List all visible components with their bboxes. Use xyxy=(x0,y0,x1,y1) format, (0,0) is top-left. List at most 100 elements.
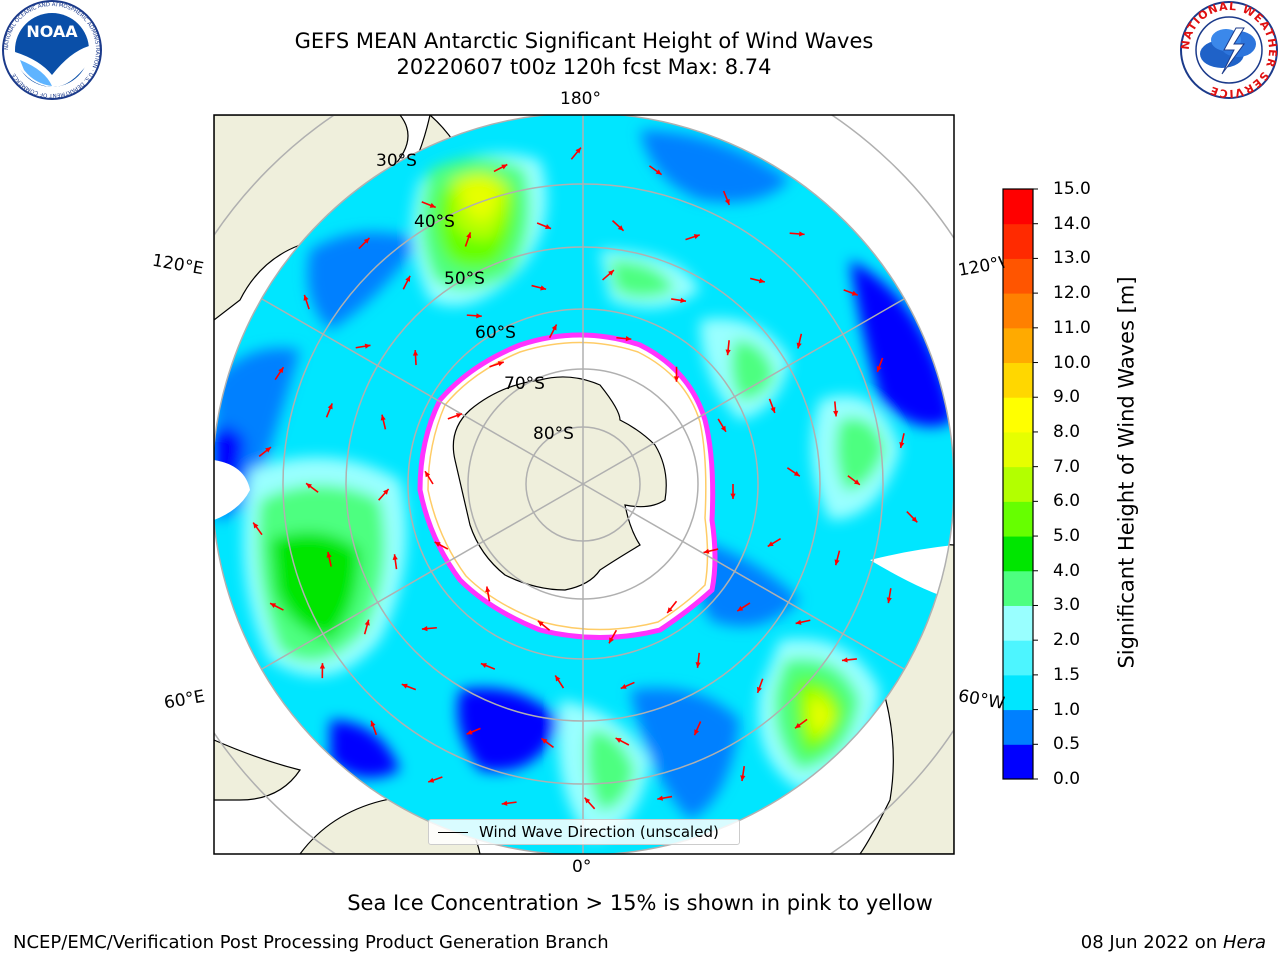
wave-arrow-head xyxy=(501,800,508,806)
wave-arrow-head xyxy=(392,554,398,560)
wave-arrow-head xyxy=(405,275,411,282)
lon-label-180: 180° xyxy=(560,89,601,109)
wave-arrow-head xyxy=(680,297,686,303)
wave-arrow-head xyxy=(497,361,504,367)
wave-arrow-head xyxy=(758,278,765,284)
colorbar-tick-label: 0.5 xyxy=(1053,734,1081,755)
wave-arrow-head xyxy=(756,686,762,693)
wave-arrow-head xyxy=(667,607,673,614)
colorbar-segment xyxy=(1003,431,1033,468)
colorbar xyxy=(1002,188,1038,780)
wave-arrow-head xyxy=(694,729,700,736)
colorbar-segment xyxy=(1003,501,1033,537)
legend-line-sample xyxy=(438,832,468,833)
colorbar-tick-label: 9.0 xyxy=(1053,387,1081,408)
wave-arrow-head xyxy=(795,722,801,729)
colorbar-segment xyxy=(1003,674,1033,711)
colorbar-segment xyxy=(1003,536,1033,572)
noaa-logo-icon: NOAA NATIONAL OCEANIC AND ATMOSPHERIC AD… xyxy=(2,0,102,100)
wave-arrow-head xyxy=(724,198,730,205)
colorbar-tick-label: 8.0 xyxy=(1053,421,1081,442)
wave-arrow-head xyxy=(795,619,802,625)
wave-arrow-head xyxy=(693,234,700,240)
colorbar-tick-label: 14.0 xyxy=(1053,213,1091,234)
run-date: 08 Jun 2022 on Hera xyxy=(1081,932,1266,953)
wave-arrow-head xyxy=(253,522,259,529)
wave-arrow-head xyxy=(306,483,312,489)
wind-wave-arrows xyxy=(252,147,918,810)
credit-text: NCEP/EMC/Verification Post Processing Pr… xyxy=(13,932,609,953)
wave-arrow-head xyxy=(363,237,370,244)
colorbar-tick-label: 10.0 xyxy=(1053,352,1091,373)
colorbar-label: Significant Height of Wind Waves [m] xyxy=(1114,276,1139,669)
colorbar-segment xyxy=(1003,709,1033,745)
wave-arrow-head xyxy=(609,637,614,644)
wave-arrow-head xyxy=(617,225,624,231)
wave-arrow-head xyxy=(657,795,664,801)
wave-arrow-head xyxy=(799,231,805,237)
wave-arrow-head xyxy=(383,488,389,495)
wave-arrow-head xyxy=(326,551,332,558)
colorbar-tick-label: 2.0 xyxy=(1053,630,1081,651)
wave-arrow-head xyxy=(480,663,487,668)
wave-arrow-head xyxy=(401,683,408,689)
colorbar-segment xyxy=(1003,189,1033,225)
colorbar-frame xyxy=(1002,188,1034,780)
wave-arrow-head xyxy=(303,294,309,301)
wave-arrow-head xyxy=(434,541,441,547)
legend-label: Wind Wave Direction (unscaled) xyxy=(479,823,719,841)
colorbar-tick-label: 12.0 xyxy=(1053,283,1091,304)
wave-arrow-head xyxy=(364,619,370,626)
wave-arrow-head xyxy=(584,797,591,804)
colorbar-segment xyxy=(1003,466,1033,502)
colorbar-tick-label: 4.0 xyxy=(1053,560,1081,581)
map-title: GEFS MEAN Antarctic Significant Height o… xyxy=(294,29,874,53)
wave-arrow-head xyxy=(886,597,892,604)
wave-arrow-head xyxy=(673,376,680,382)
wave-arrow-head xyxy=(853,479,860,485)
lat-label-70s: 70°S xyxy=(504,374,545,394)
wave-arrow-head xyxy=(737,605,744,612)
wave-arrow-head xyxy=(793,471,800,477)
wave-arrow-head xyxy=(695,662,701,668)
colorbar-tick-label: 1.5 xyxy=(1053,664,1081,685)
wave-arrow-head xyxy=(615,738,622,743)
lat-label-80s: 80°S xyxy=(533,424,574,444)
colorbar-tick-label: 3.0 xyxy=(1053,595,1081,616)
noaa-logo-text: NOAA xyxy=(26,22,78,41)
colorbar-segment xyxy=(1003,570,1033,606)
colorbar-segment xyxy=(1003,744,1033,780)
lat-label-50s: 50°S xyxy=(444,269,485,289)
wave-arrow-head xyxy=(851,290,858,296)
wave-arrow-head xyxy=(270,603,277,609)
lat-label-60s: 60°S xyxy=(475,323,516,343)
wave-arrow-head xyxy=(429,202,436,208)
wave-arrow-head xyxy=(455,413,462,419)
wave-arrow-head xyxy=(370,720,376,727)
wave-arrow-head xyxy=(703,548,710,554)
wave-arrow-head xyxy=(425,471,431,478)
colorbar-tick-label: 7.0 xyxy=(1053,456,1081,477)
wave-arrow-head xyxy=(485,586,491,593)
wave-arrow-head xyxy=(476,313,482,319)
colorbar-tick-label: 0.0 xyxy=(1053,769,1081,789)
colorbar-segment xyxy=(1003,362,1033,398)
map-subtitle: 20220607 t00z 120h fcst Max: 8.74 xyxy=(396,55,772,79)
colorbar-tick-label: 1.0 xyxy=(1053,699,1081,720)
wave-arrow-head xyxy=(541,738,548,744)
colorbar-tick-label: 5.0 xyxy=(1053,526,1081,547)
wave-arrow-head xyxy=(899,442,905,448)
antarctica-land xyxy=(452,376,667,591)
wave-arrow-head xyxy=(730,493,736,499)
wave-arrow-head xyxy=(625,336,632,342)
wave-arrow-head xyxy=(421,626,428,632)
wave-arrow-head xyxy=(466,729,473,735)
wave-arrow-head xyxy=(767,541,774,547)
colorbar-tick-label: 11.0 xyxy=(1053,317,1091,338)
wave-arrow-head xyxy=(319,663,326,669)
wave-arrow-head xyxy=(725,349,731,356)
run-date-text: 08 Jun 2022 on xyxy=(1080,932,1223,953)
lat-label-30s: 30°S xyxy=(376,151,417,171)
wave-arrow-head xyxy=(575,147,581,154)
